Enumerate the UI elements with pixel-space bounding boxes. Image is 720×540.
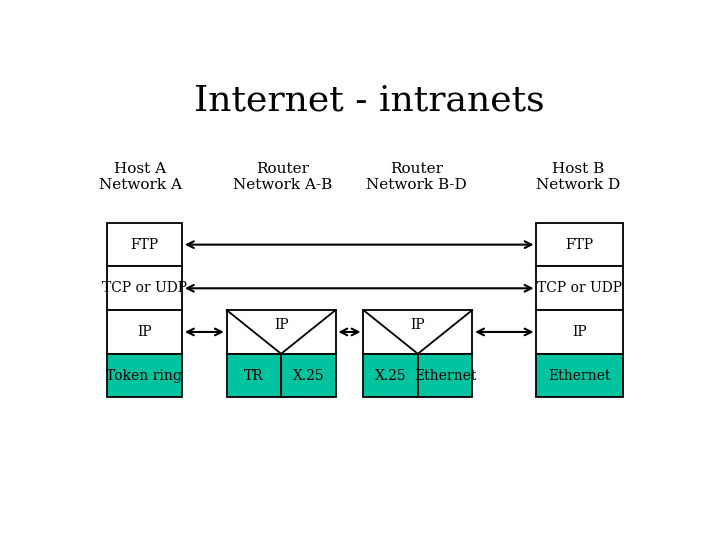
Bar — [364, 354, 418, 397]
Text: TCP or UDP: TCP or UDP — [537, 281, 622, 295]
Text: Host B
Network D: Host B Network D — [536, 162, 621, 192]
Text: Token ring: Token ring — [107, 369, 182, 383]
Text: TR: TR — [244, 369, 264, 383]
Bar — [107, 354, 182, 397]
Bar — [536, 354, 623, 397]
Text: X.25: X.25 — [375, 369, 406, 383]
Text: IP: IP — [274, 319, 289, 333]
Text: FTP: FTP — [130, 238, 158, 252]
Bar — [536, 266, 623, 310]
Text: Host A
Network A: Host A Network A — [99, 162, 181, 192]
Bar — [536, 223, 623, 266]
Bar — [281, 354, 336, 397]
Bar — [536, 310, 623, 354]
Text: IP: IP — [572, 325, 587, 339]
Text: X.25: X.25 — [292, 369, 324, 383]
Bar — [418, 354, 472, 397]
Bar — [107, 310, 182, 354]
Text: TCP or UDP: TCP or UDP — [102, 281, 187, 295]
Text: Ethernet: Ethernet — [414, 369, 476, 383]
Text: FTP: FTP — [566, 238, 594, 252]
Bar — [107, 266, 182, 310]
Bar — [227, 354, 281, 397]
Text: IP: IP — [410, 319, 425, 333]
Text: Ethernet: Ethernet — [549, 369, 611, 383]
Bar — [364, 310, 472, 354]
Text: Internet - intranets: Internet - intranets — [194, 83, 544, 117]
Text: Router
Network A-B: Router Network A-B — [233, 162, 332, 192]
Text: Router
Network B-D: Router Network B-D — [366, 162, 467, 192]
Text: IP: IP — [137, 325, 152, 339]
Bar — [227, 310, 336, 354]
Bar — [107, 223, 182, 266]
